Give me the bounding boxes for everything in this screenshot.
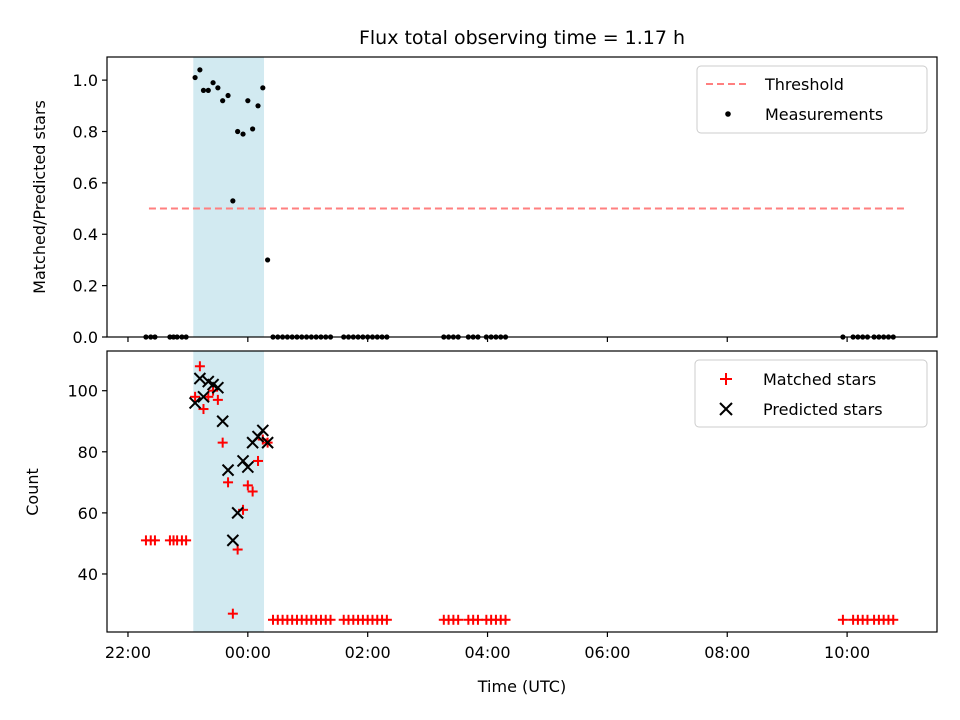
predicted-star-point [216,415,229,428]
matched-star-point [453,614,464,625]
matched-star-point [888,614,899,625]
legend-threshold-label: Threshold [764,75,844,94]
highlight-span [193,57,265,337]
ratio-legend-box [696,65,928,134]
matched-star-point [198,404,209,415]
measurement-points [143,67,896,340]
matched-star-point [217,437,228,448]
ratio-y-tick-label: 0.6 [73,174,98,193]
ratio-y-tick-label: 0.8 [73,122,98,141]
measurement-point [205,87,211,93]
matched-star-point [194,361,205,372]
matched-star-point [472,614,483,625]
count-legend-box [694,359,928,428]
legend-measurements-swatch [725,111,731,117]
matched-star-point [149,535,160,546]
measurement-point [192,74,198,81]
matched-star-point [381,614,392,625]
count-y-tick-label: 40 [78,565,98,584]
ratio-y-tick-label: 0.2 [73,277,98,296]
matched-star-point [190,391,201,402]
count-plot-frame [106,350,938,633]
count-x-ticks: 22:00 00:00 02:00 04:00 06:00 08:00 10:00 [105,632,870,662]
predicted-star-point [226,534,240,547]
legend-matched-swatch [720,373,732,385]
matched-star-point [181,535,192,546]
matched-star-point [325,614,336,625]
legend-measurements-label: Measurements [765,105,883,124]
measurement-point [215,85,221,91]
measurement-point [225,92,231,99]
predicted-star-point [221,463,235,477]
measurement-point [235,128,241,135]
ratio-y-tick-label: 1.0 [73,71,98,90]
x-tick-label: 02:00 [345,643,391,662]
measurement-point [230,198,236,204]
count-y-ticks: 40 60 80 100 [67,382,107,584]
matched-star-point [227,608,238,619]
chart-title: Flux total observing time = 1.17 h [359,27,685,49]
ratio-y-tick-label: 0.4 [73,225,98,244]
observing-window-highlight-top [193,57,265,337]
matched-star-point [223,477,234,488]
legend-matched-label: Matched stars [763,370,876,389]
count-legend: Matched stars Predicted stars [694,359,928,428]
ratio-panel: 0.0 0.2 0.4 0.6 0.8 1.0 Matched/Predicted sta… [30,56,938,347]
count-y-axis-label: Count [23,468,42,516]
matched-star-point [500,614,511,625]
ratio-y-axis-label: Matched/Predicted stars [30,100,49,294]
ratio-plot-frame [106,56,938,338]
measurement-point [260,85,266,91]
x-axis-label: Time (UTC) [477,677,566,696]
matched-star-point [212,394,223,405]
legend-predicted-swatch [719,402,733,416]
predicted-star-point [211,381,225,394]
x-tick-label: 08:00 [704,643,750,662]
ratio-legend: Threshold Measurements [696,65,928,134]
measurement-point [245,98,251,104]
predicted-star-point [197,390,210,404]
measurement-point [265,257,271,263]
matched-star-point [253,455,264,466]
predicted-star-point [256,424,270,437]
measurement-point [220,98,226,104]
ratio-x-ticks [127,337,848,342]
x-tick-label: 06:00 [584,643,630,662]
matched-star-point [247,486,258,497]
measurement-point [240,131,246,137]
measurement-point [200,87,207,93]
measurement-point [250,126,256,132]
x-tick-label: 10:00 [824,643,870,662]
count-panel: 40 60 80 100 22:00 00:00 02:00 04:00 06:00 08:00… [23,350,938,696]
predicted-star-point [241,460,255,474]
predicted-star-point [231,506,244,520]
predicted-stars-points [188,372,274,547]
ratio-y-tick-label: 0.0 [73,328,98,347]
matched-star-point [242,480,253,491]
x-tick-label: 00:00 [225,643,271,662]
matched-stars-points [140,361,899,625]
count-y-tick-label: 80 [78,443,98,462]
x-tick-label: 04:00 [464,643,510,662]
predicted-star-point [188,396,202,410]
measurement-point [210,80,216,86]
legend-predicted-label: Predicted stars [763,400,883,419]
x-tick-label: 22:00 [105,643,151,662]
measurement-point [255,103,261,109]
ratio-y-ticks: 0.0 0.2 0.4 0.6 0.8 1.0 [73,71,107,347]
matched-star-point [203,391,214,402]
predicted-star-point [261,436,274,449]
predicted-star-point [193,372,207,385]
matched-star-point [837,614,848,625]
count-y-tick-label: 100 [67,382,98,401]
count-y-tick-label: 60 [78,504,98,523]
measurement-point [197,67,203,73]
